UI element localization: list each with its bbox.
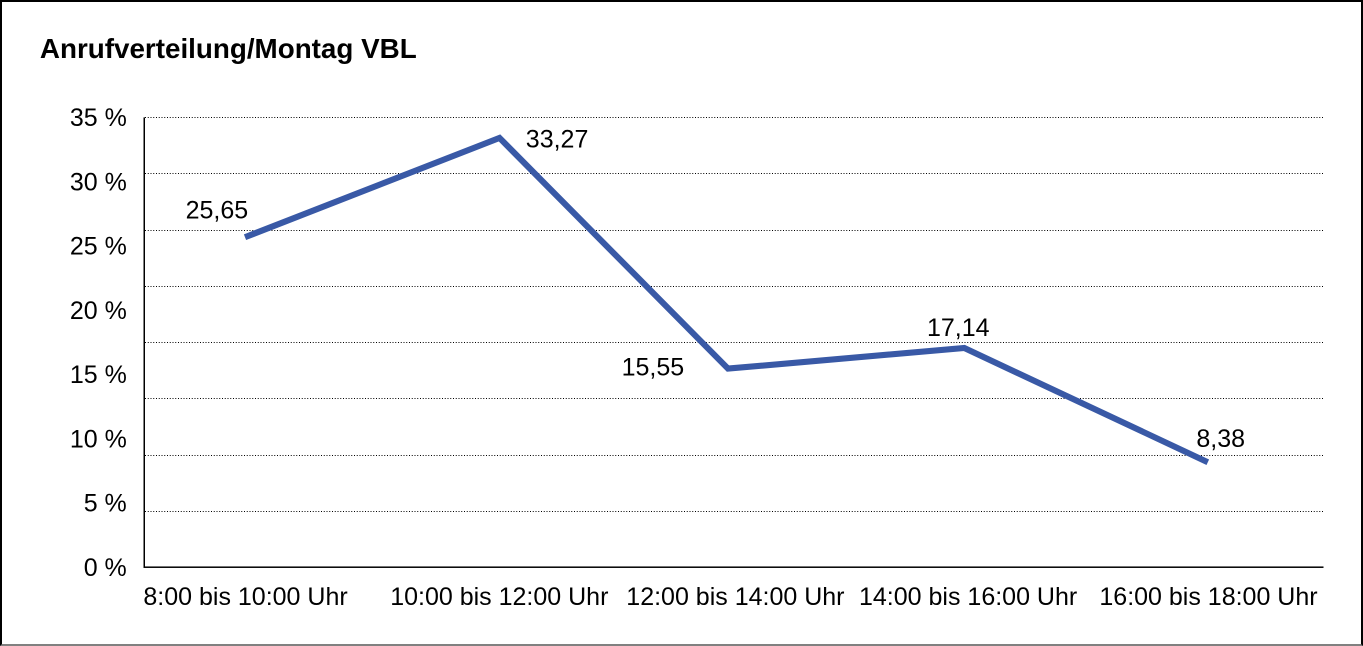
svg-text:14:00 bis 16:00 Uhr: 14:00 bis 16:00 Uhr — [859, 583, 1077, 611]
svg-text:15,55: 15,55 — [622, 354, 685, 382]
svg-text:0 %: 0 % — [84, 554, 127, 582]
svg-text:17,14: 17,14 — [927, 314, 990, 342]
svg-text:25,65: 25,65 — [186, 197, 249, 225]
svg-text:12:00 bis 14:00 Uhr: 12:00 bis 14:00 Uhr — [626, 583, 844, 611]
svg-text:8:00 bis 10:00 Uhr: 8:00 bis 10:00 Uhr — [143, 583, 347, 611]
svg-text:20 %: 20 % — [70, 297, 127, 325]
svg-text:10:00 bis 12:00 Uhr: 10:00 bis 12:00 Uhr — [390, 583, 608, 611]
svg-text:15 %: 15 % — [70, 361, 127, 389]
svg-text:33,27: 33,27 — [526, 125, 589, 153]
svg-text:5 %: 5 % — [84, 490, 127, 518]
svg-text:30 %: 30 % — [70, 168, 127, 196]
svg-text:8,38: 8,38 — [1196, 425, 1245, 453]
svg-text:10 %: 10 % — [70, 425, 127, 453]
svg-text:Anrufverteilung/Montag VBL: Anrufverteilung/Montag VBL — [40, 33, 417, 64]
svg-text:25 %: 25 % — [70, 233, 127, 261]
svg-text:16:00 bis 18:00 Uhr: 16:00 bis 18:00 Uhr — [1099, 583, 1317, 611]
svg-text:35 %: 35 % — [70, 104, 127, 132]
